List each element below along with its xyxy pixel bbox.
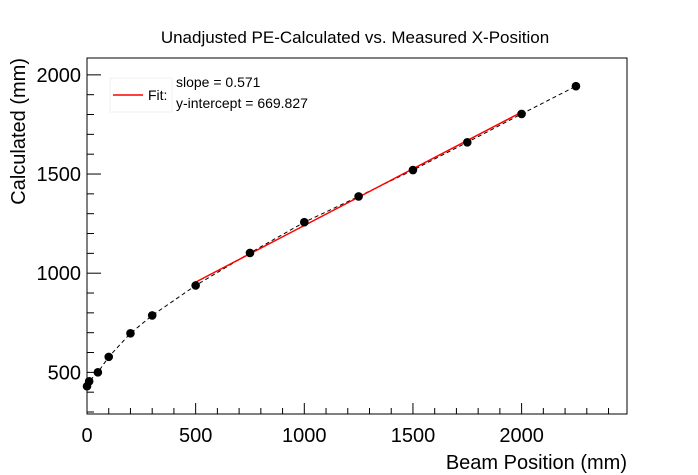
plot-frame [86,57,628,415]
x-tick-label: 0 [81,425,92,447]
y-axis-ticks: 500 1000 1500 2000 [37,65,101,413]
x-tick-label: 1000 [282,425,327,447]
legend-fit-label: Fit: [148,87,167,103]
data-point [104,352,114,362]
data-point [517,109,526,119]
data-point [354,192,363,201]
y-tick-label: 1500 [37,164,82,186]
data-point [462,137,472,147]
data-point [147,311,157,320]
data-point [84,376,94,386]
data-point [191,281,200,290]
data-point [93,368,103,377]
data-point [300,217,309,227]
legend: Fit: slope = 0.571 y-intercept = 669.827 [109,74,308,113]
y-axis-label: Calculated (mm) [8,58,30,205]
x-axis-ticks: 0 500 1000 1500 2000 [81,403,610,447]
data-point [408,165,418,175]
chart-title: Unadjusted PE-Calculated vs. Measured X-… [161,28,549,47]
y-tick-label: 1000 [37,263,82,285]
x-tick-label: 500 [179,425,212,447]
legend-intercept-text: y-intercept = 669.827 [176,95,308,111]
y-tick-label: 2000 [37,65,82,87]
data-point [571,81,581,91]
x-axis-label: Beam Position (mm) [446,452,627,474]
x-tick-label: 1500 [391,425,436,447]
data-point [126,328,135,338]
legend-slope-text: slope = 0.571 [176,74,261,90]
x-tick-label: 2000 [499,425,544,447]
data-point [245,248,255,258]
y-tick-label: 500 [48,362,81,384]
dashed-connector-line [86,85,577,387]
series-layer [82,81,581,391]
